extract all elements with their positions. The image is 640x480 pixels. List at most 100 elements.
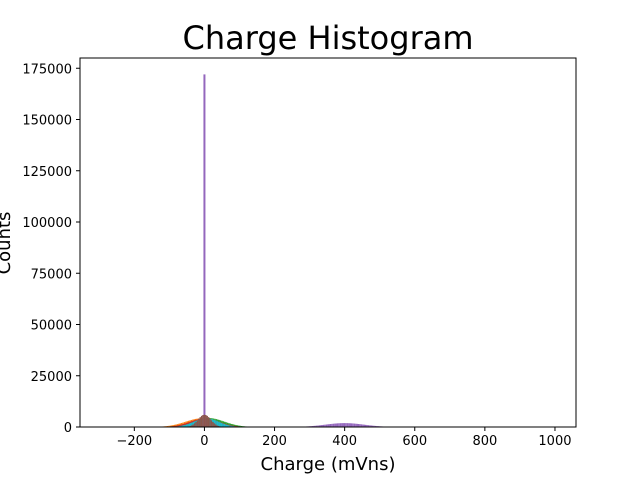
histogram-bar (339, 423, 342, 427)
histogram-bar (364, 424, 367, 427)
histogram-bar (238, 425, 240, 427)
histogram-bar (183, 425, 185, 427)
y-tick-label: 100000 (22, 216, 72, 231)
histogram-bar (327, 424, 329, 427)
y-tick-label: 25000 (31, 370, 72, 385)
histogram-bar (227, 425, 230, 427)
x-tick-label: 1000 (538, 434, 571, 449)
histogram-bar (239, 425, 241, 427)
histogram-bar (207, 417, 210, 427)
histogram-bar (335, 423, 337, 427)
histogram-bar (192, 424, 194, 427)
histogram-bar (166, 425, 169, 427)
histogram-bar (349, 423, 351, 427)
histogram-bar (205, 415, 207, 427)
histogram-bar (168, 425, 170, 427)
histogram-bar (185, 424, 188, 427)
histogram-bar (240, 425, 243, 427)
histogram-spike-bar (203, 74, 206, 428)
histogram-bar (195, 421, 197, 427)
histogram-bar (343, 423, 346, 427)
histogram-bar (328, 424, 330, 427)
histogram-bar (236, 425, 239, 427)
histogram-bar (370, 425, 372, 427)
histogram-bar (172, 425, 174, 427)
histogram-bar (190, 422, 192, 427)
histogram-bar (213, 423, 215, 427)
y-tick-label: 75000 (31, 267, 72, 282)
x-tick-label: 600 (402, 434, 427, 449)
histogram-bar (324, 424, 326, 427)
histogram-bar (369, 425, 371, 427)
histogram-bar (334, 423, 336, 427)
histogram-bar (217, 425, 220, 427)
histogram-bar (329, 424, 332, 427)
histogram-bar (342, 423, 344, 427)
histogram-bar (353, 423, 356, 427)
histogram-bar (199, 417, 201, 427)
histogram-bar (373, 425, 375, 427)
histogram-bar (184, 424, 186, 427)
histogram-bar (332, 423, 335, 427)
histogram-bar (357, 424, 360, 427)
histogram-bar (177, 425, 179, 427)
histogram-bar (371, 425, 374, 427)
y-axis-ticks: 0 25000 50000 75000 100000 125000 150000 175000 (22, 62, 80, 436)
histogram-bar (374, 425, 377, 427)
histogram-bar (336, 423, 339, 427)
histogram-bar (203, 414, 206, 427)
histogram-bar (359, 424, 361, 427)
histogram-bar (355, 423, 357, 427)
histogram-bar (233, 424, 236, 427)
histogram-bar (352, 423, 354, 427)
histogram-bar (171, 425, 173, 427)
histogram-bar (341, 423, 343, 427)
histogram-bar (366, 425, 368, 427)
histogram-bar (175, 425, 178, 427)
histogram-bar (318, 425, 321, 427)
histogram-bar (367, 425, 370, 427)
histogram-bar (229, 425, 231, 427)
plot-frame (79, 57, 577, 428)
histogram-bar (350, 423, 353, 427)
x-tick-label: −200 (116, 434, 152, 449)
histogram-bar (222, 423, 224, 427)
histogram-bar (180, 425, 182, 427)
histogram-bar (315, 425, 318, 427)
y-tick-label: 50000 (31, 319, 72, 334)
histogram-bar (314, 425, 316, 427)
y-tick-label: 125000 (22, 165, 72, 180)
histogram-bar (193, 423, 196, 427)
chart-title: Charge Histogram (183, 19, 474, 57)
histogram-bar (320, 425, 322, 427)
histogram-bar (191, 422, 193, 427)
histogram-bar (226, 424, 228, 427)
y-tick-label: 175000 (22, 62, 72, 77)
histogram-bar (348, 423, 350, 427)
x-tick-label: 0 (200, 434, 208, 449)
y-tick-label: 150000 (22, 114, 72, 129)
histogram-bar (362, 424, 364, 427)
x-axis-ticks: −200 0 200 400 600 800 1000 (116, 427, 572, 449)
histogram-bar (313, 425, 315, 427)
histogram-bar (178, 425, 180, 427)
histogram-bar (187, 423, 189, 427)
histogram-bar (216, 425, 218, 427)
histogram-bar (325, 424, 328, 427)
histogram-bar (216, 421, 219, 427)
x-tick-label: 800 (472, 434, 497, 449)
histogram-bar (223, 423, 226, 427)
histogram-bar (220, 422, 223, 427)
histogram-bar (198, 418, 200, 427)
histogram-bar (231, 423, 233, 427)
x-axis-label: Charge (mVns) (261, 454, 396, 475)
series-5 (184, 414, 225, 427)
x-tick-label: 400 (332, 434, 357, 449)
histogram-bar (214, 424, 217, 427)
histogram-bar (192, 421, 195, 427)
histogram-bar (225, 424, 227, 427)
x-tick-label: 200 (262, 434, 287, 449)
histogram-bar (202, 415, 204, 427)
